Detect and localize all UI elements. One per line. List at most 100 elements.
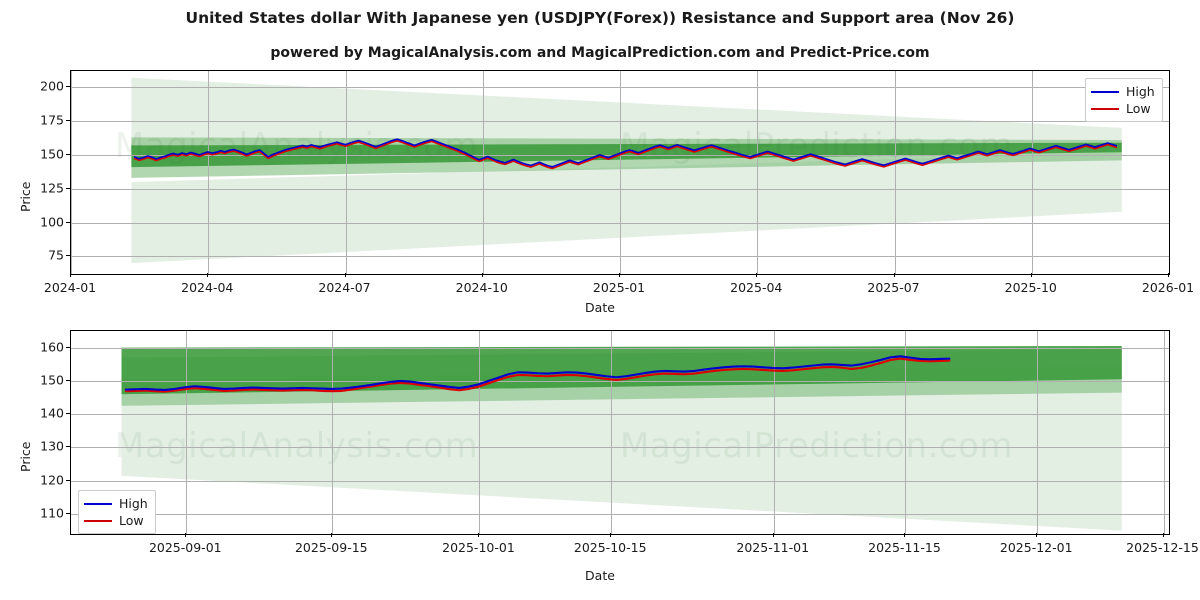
gridline-vertical [611,331,613,534]
x-tick-label: 2025-12-15 [1126,540,1199,555]
band-core [121,345,1122,395]
x-tick-label: 2024-10 [455,280,508,295]
series-line-low [133,140,1118,170]
y-tick-label: 150 [40,372,64,388]
y-tick-label: 130 [40,438,64,454]
legend-label-high: High [119,496,148,511]
x-tick-label: 2025-10 [1004,280,1057,295]
y-tick-label: 100 [40,214,64,230]
page-title: United States dollar With Japanese yen (… [185,9,1015,27]
x-tick-mark [481,273,483,277]
gridline-horizontal [71,514,1169,516]
x-tick-label: 2025-09-15 [294,540,368,555]
x-tick-mark [1036,533,1038,537]
x-tick-mark [207,273,209,277]
y-tick-mark [66,120,70,122]
gridline-horizontal [71,347,1169,349]
x-tick-label: 2025-11-01 [736,540,810,555]
y-tick-mark [66,346,70,348]
y-tick-label: 110 [40,505,64,521]
gridline-horizontal [71,414,1169,416]
y-tick-mark [66,513,70,515]
x-tick-mark [1030,273,1032,277]
x-axis-label-top: Date [585,300,615,315]
gridline-vertical [482,71,484,274]
page-subtitle: powered by MagicalAnalysis.com and Magic… [270,45,930,61]
gridline-vertical [186,331,188,534]
gridline-vertical [345,71,347,274]
x-tick-mark [478,533,480,537]
gridline-vertical [773,331,775,534]
legend-swatch-high [84,502,112,505]
y-tick-label: 175 [40,112,64,128]
x-axis-label-bottom: Date [585,568,615,583]
x-tick-label: 2025-07 [867,280,920,295]
legend-item-high[interactable]: High [1091,83,1155,100]
legend-label-low: Low [119,513,144,528]
legend-item-low[interactable]: Low [1091,100,1155,117]
x-tick-mark [331,533,333,537]
series-line-low [124,357,951,393]
legend-swatch-low [1091,107,1119,110]
band-outer-upper [131,77,1122,153]
x-tick-label: 2025-01 [592,280,646,295]
x-tick-mark [1168,273,1169,277]
legend-label-high: High [1126,84,1155,99]
x-tick-mark [619,273,620,277]
x-tick-label: 2025-09-01 [148,540,222,555]
x-tick-label: 2024-07 [318,280,371,295]
y-tick-mark [66,255,70,257]
x-tick-mark [772,533,774,537]
x-tick-mark [70,273,71,277]
x-tick-mark [893,273,895,277]
y-tick-mark [66,413,70,415]
x-tick-mark [1162,533,1164,537]
gridline-vertical [208,71,210,274]
x-tick-label: 2025-10-01 [442,540,515,555]
legend-item-high[interactable]: High [84,495,148,512]
y-tick-label: 160 [40,339,64,355]
gridline-vertical [1031,71,1033,274]
y-tick-mark [66,153,70,155]
x-tick-label: 2024-04 [181,280,234,295]
legend-label-low: Low [1126,101,1151,116]
y-tick-label: 125 [40,180,64,196]
x-tick-label: 2025-12-01 [999,540,1073,555]
y-tick-mark [66,446,70,448]
y-tick-label: 140 [40,405,64,421]
gridline-vertical [620,71,621,274]
y-axis-label-bottom: Price [18,441,33,473]
series-line-high [133,138,1118,168]
y-tick-mark [66,86,70,88]
series-line-high [124,355,951,391]
legend-long-term[interactable]: High Low [1085,78,1163,122]
x-tick-label: 2025-11-15 [868,540,941,555]
x-tick-label: 2024-01 [43,280,97,295]
gridline-vertical [479,331,481,534]
legend-item-low[interactable]: Low [84,512,148,529]
legend-short-term[interactable]: High Low [78,490,156,534]
legend-swatch-high [1091,90,1119,93]
gridline-vertical [1163,331,1165,534]
y-tick-mark [66,187,70,189]
gridline-horizontal [71,447,1169,449]
y-tick-mark [66,479,70,481]
price-series [133,138,1118,170]
gridline-vertical [757,71,759,274]
y-tick-mark [66,379,70,381]
y-tick-mark [66,221,70,223]
price-series [124,355,951,393]
gridline-horizontal [71,480,1169,482]
x-tick-mark [756,273,758,277]
x-tick-mark [904,533,906,537]
x-tick-label: 2025-10-15 [573,540,647,555]
x-tick-mark [610,533,612,537]
chart-short-term: MagicalAnalysis.comMagicalPrediction.com [70,330,1170,535]
band-outer-lower [131,152,1122,264]
gridline-vertical [1037,331,1039,534]
legend-swatch-low [84,519,112,522]
x-tick-label: 2025-04 [730,280,783,295]
gridline-vertical [332,331,334,534]
y-tick-label: 150 [40,146,64,162]
